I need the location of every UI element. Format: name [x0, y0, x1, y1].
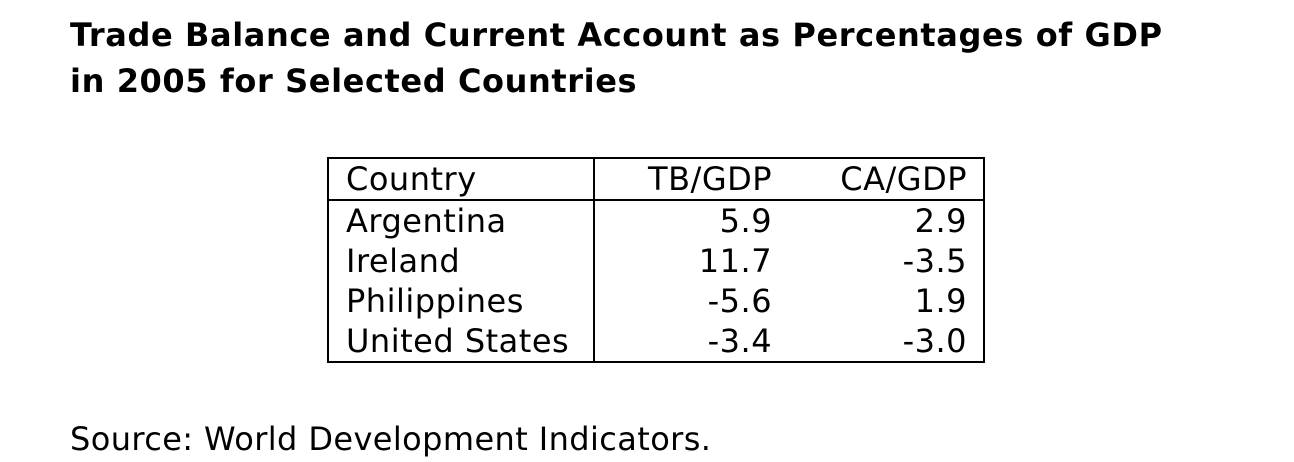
table-row: Philippines -5.6 1.9 — [328, 281, 984, 321]
header-ca-gdp: CA/GDP — [840, 160, 967, 198]
source-note: Source: World Development Indicators. — [70, 420, 712, 458]
title-line-1: Trade Balance and Current Account as Per… — [70, 16, 1163, 54]
cell-ca-gdp: -3.5 — [902, 242, 967, 280]
document-title: Trade Balance and Current Account as Per… — [70, 12, 1260, 104]
cell-ca-gdp: 2.9 — [914, 202, 967, 240]
table-body: Argentina 5.9 2.9 Ireland 11.7 -3.5 Phil… — [328, 200, 984, 362]
header-tb-gdp: TB/GDP — [648, 160, 773, 198]
cell-country: United States — [328, 321, 595, 362]
cell-tb-gdp: -5.6 — [707, 282, 773, 320]
table-header: Country TB/GDP CA/GDP — [328, 158, 984, 200]
header-country: Country — [328, 158, 595, 200]
cell-country: Argentina — [328, 200, 595, 241]
cell-tb-gdp: 5.9 — [719, 202, 773, 240]
cell-country: Philippines — [328, 281, 595, 321]
cell-country: Ireland — [328, 241, 595, 281]
header-row: Country TB/GDP CA/GDP — [328, 158, 984, 200]
cell-tb-gdp: 11.7 — [698, 242, 773, 280]
table-row: United States -3.4 -3.0 — [328, 321, 984, 362]
cell-ca-gdp: 1.9 — [914, 282, 967, 320]
table-row: Ireland 11.7 -3.5 — [328, 241, 984, 281]
cell-ca-gdp: -3.0 — [902, 322, 967, 360]
table-row: Argentina 5.9 2.9 — [328, 200, 984, 241]
cell-tb-gdp: -3.4 — [707, 322, 773, 360]
trade-balance-table: Country TB/GDP CA/GDP Argentina 5.9 2.9 … — [327, 157, 985, 363]
title-line-2: in 2005 for Selected Countries — [70, 62, 638, 100]
